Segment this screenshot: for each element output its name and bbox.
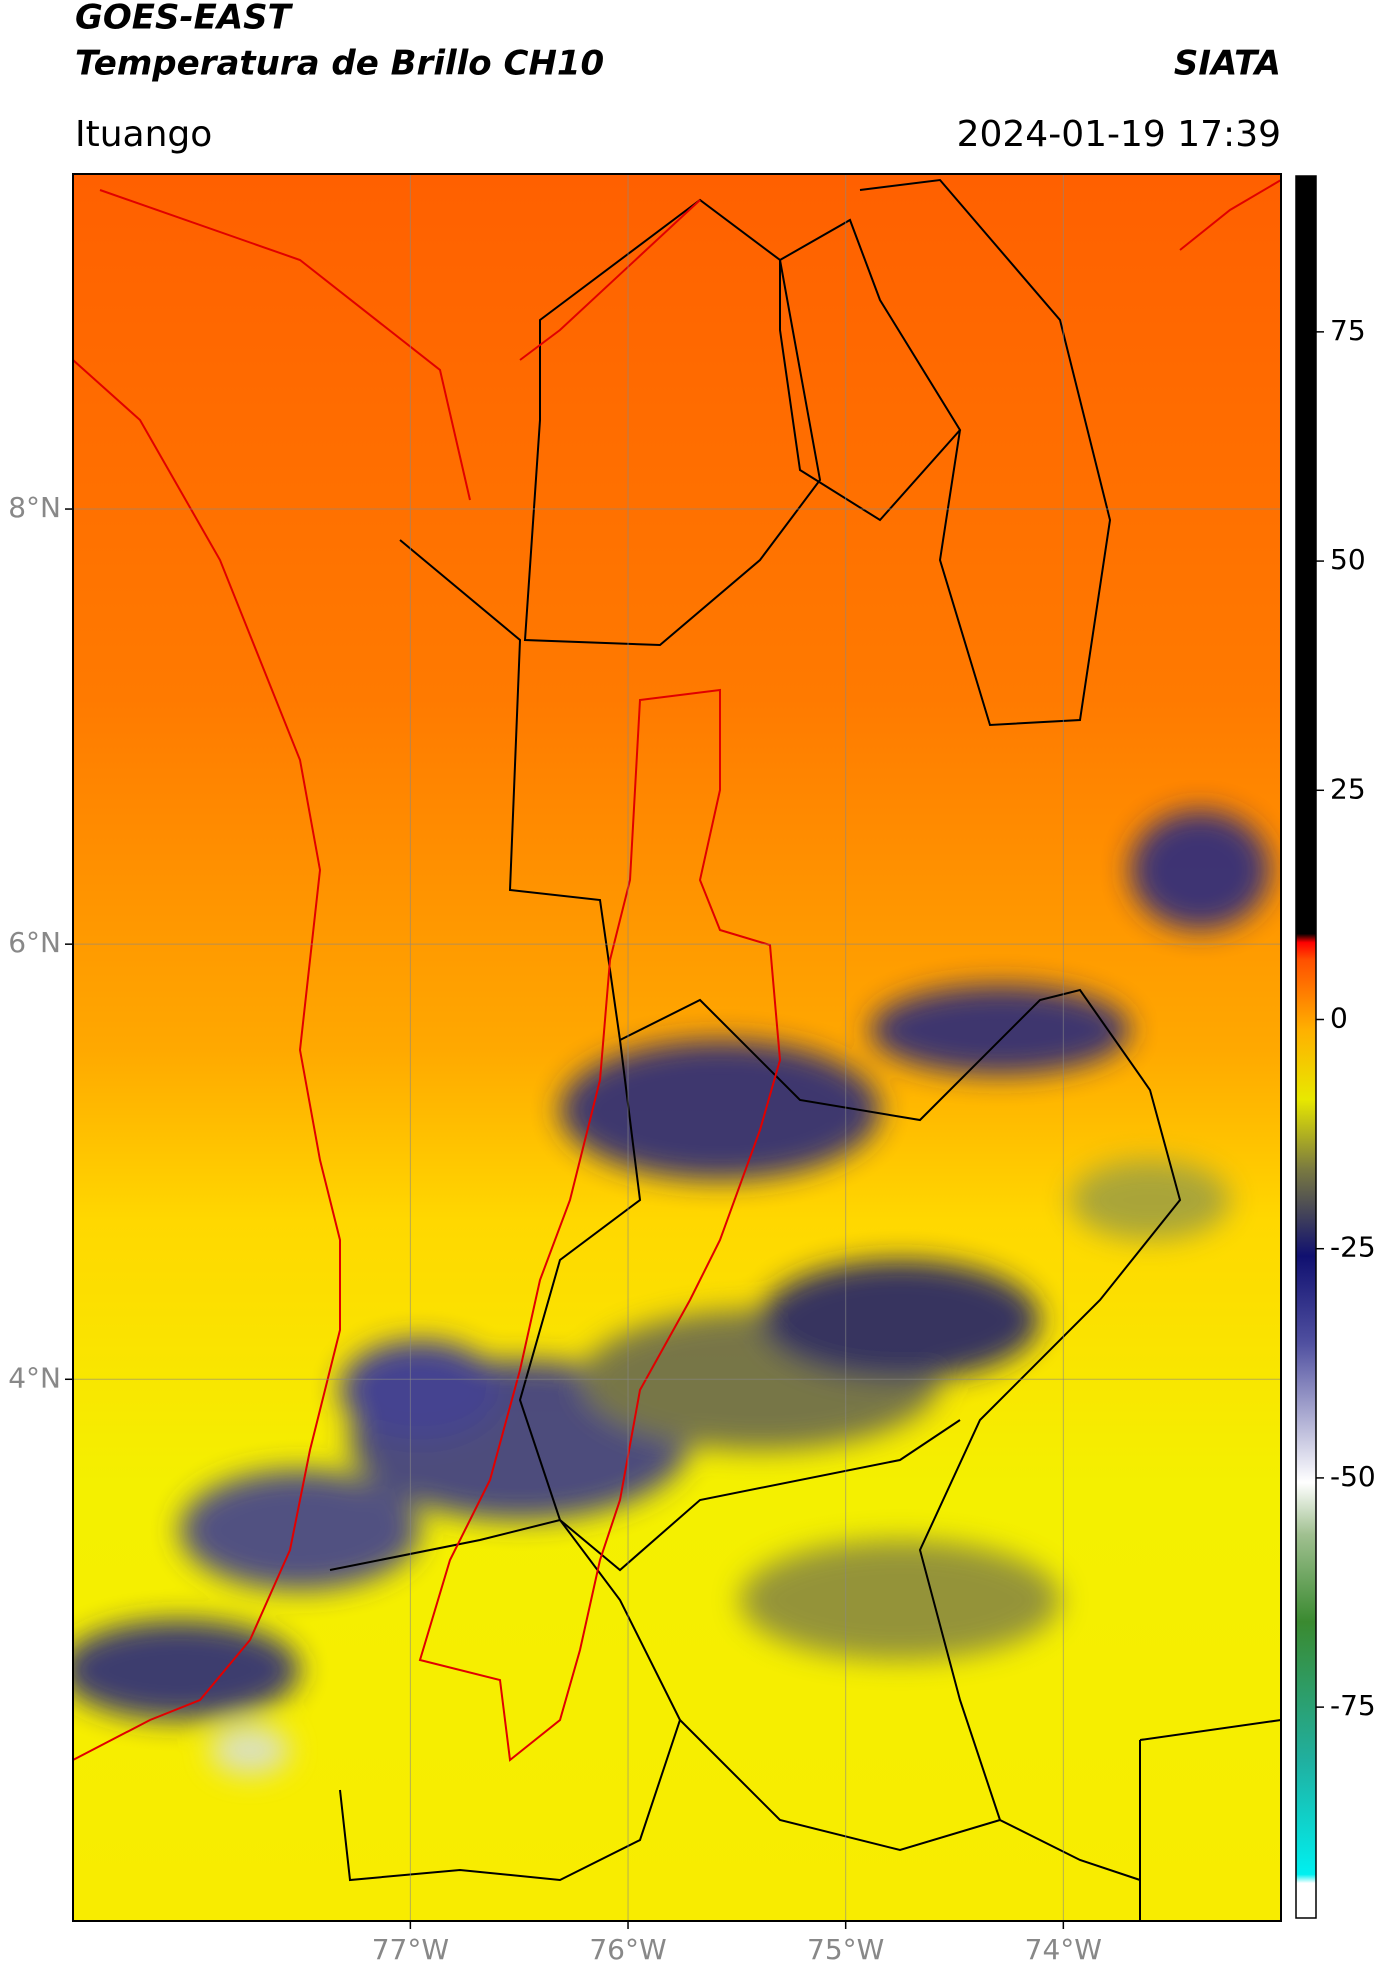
datetime: 2024-01-19 17:39 bbox=[957, 114, 1281, 155]
lon-tick-label: 74°W bbox=[1025, 1933, 1102, 1966]
colorbar-tick-label: -25 bbox=[1330, 1231, 1376, 1264]
title: GOES-EAST bbox=[75, 0, 294, 38]
lat-tick-label: 6°N bbox=[8, 926, 61, 959]
lon-tick-label: 75°W bbox=[807, 1933, 884, 1966]
subtitle: Temperatura de Brillo CH10 bbox=[75, 44, 604, 84]
colorbar bbox=[1295, 175, 1317, 1919]
graticule: 8°N 6°N 4°N 77°W 76°W 75°W 74°W bbox=[8, 174, 1281, 1966]
colorbar-tick-label: -50 bbox=[1330, 1460, 1376, 1493]
lat-tick-label: 4°N bbox=[8, 1361, 61, 1394]
colorbar-tick-label: 0 bbox=[1330, 1001, 1348, 1034]
colorbar-tick-label: -75 bbox=[1330, 1689, 1376, 1722]
colorbar-tick-label: 50 bbox=[1330, 543, 1366, 576]
colorbar-tick-label: 75 bbox=[1330, 314, 1366, 347]
colorbar-ticks: 75 50 25 0 -25 -50 -75 bbox=[1316, 314, 1376, 1722]
source: SIATA bbox=[1174, 44, 1281, 84]
map-frame bbox=[72, 173, 1282, 1922]
region: Ituango bbox=[75, 114, 212, 155]
lon-tick-label: 76°W bbox=[589, 1933, 666, 1966]
map-image bbox=[73, 174, 1281, 1921]
colorbar-tick-label: 25 bbox=[1330, 772, 1366, 805]
lat-tick-label: 8°N bbox=[8, 491, 61, 524]
lon-tick-label: 77°W bbox=[372, 1933, 449, 1966]
